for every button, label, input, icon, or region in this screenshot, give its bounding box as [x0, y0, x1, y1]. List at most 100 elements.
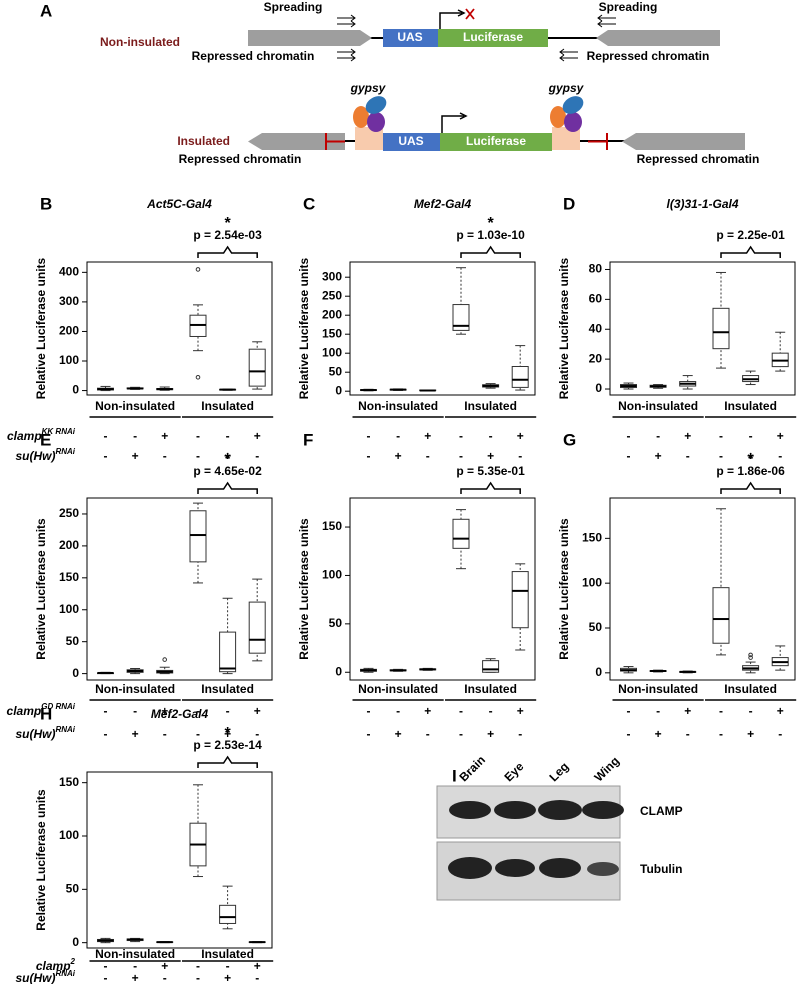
condition-sign: -	[749, 704, 753, 718]
chart-title: l(3)31-1-Gal4	[666, 197, 738, 211]
condition-label: su(Hw)RNAi	[15, 447, 75, 463]
plot-frame	[86, 771, 273, 949]
chart: E Relative Luciferase units 0 50 100 150 200 25…	[7, 430, 274, 741]
group-label: Insulated	[464, 399, 517, 413]
protein-complex	[353, 96, 584, 132]
row-label: Non-insulated	[100, 35, 180, 49]
significance-star: *	[224, 215, 231, 232]
condition-sign: +	[132, 727, 139, 741]
condition-label: su(Hw)RNAi	[15, 969, 75, 984]
condition-sign: -	[459, 449, 463, 463]
condition-sign: -	[104, 449, 108, 463]
condition-name: clamp	[36, 959, 71, 973]
condition-name: su(Hw)	[15, 971, 55, 984]
condition-sign: +	[684, 429, 691, 443]
lane-label: Wing	[591, 754, 622, 785]
bands	[448, 800, 624, 879]
condition-sign: -	[426, 727, 430, 741]
y-tick-label: 150	[59, 570, 79, 584]
condition-sign: +	[132, 971, 139, 984]
panel-label: F	[303, 430, 313, 449]
y-tick-label: 60	[589, 292, 603, 306]
condition-sign: +	[747, 449, 754, 463]
group-label: Insulated	[201, 682, 254, 696]
condition-sign: -	[163, 971, 167, 984]
box	[452, 518, 470, 549]
promoter-arrow	[441, 115, 464, 133]
gypsy-label: gypsy	[548, 81, 585, 95]
box	[511, 571, 529, 629]
chart: B Act5C-Gal4 Relative Luciferase units 0 100…	[7, 194, 274, 463]
chart-title: Act5C-Gal4	[146, 197, 212, 211]
plot-frame	[349, 497, 536, 681]
condition-sign: -	[104, 959, 108, 973]
condition-sign: -	[489, 704, 493, 718]
condition-sign: -	[627, 727, 631, 741]
condition-sign: -	[226, 704, 230, 718]
chart-title: Mef2-Gal4	[151, 707, 209, 721]
uas-label: UAS	[398, 134, 423, 148]
group-label: Non-insulated	[358, 682, 438, 696]
panel-label: D	[563, 194, 575, 213]
condition-sign: -	[104, 727, 108, 741]
y-tick-label: 0	[335, 383, 342, 397]
outlier	[748, 655, 753, 660]
y-tick-label: 250	[59, 506, 79, 520]
p-value: p = 1.86e-06	[716, 464, 785, 478]
condition-sup: KK RNAi	[42, 427, 76, 436]
lane-label: Eye	[501, 759, 526, 784]
group-label: Non-insulated	[95, 399, 175, 413]
brace	[197, 245, 258, 258]
condition-sign: -	[367, 449, 371, 463]
condition-sign: -	[104, 704, 108, 718]
y-tick-label: 150	[59, 775, 79, 789]
panel-label: E	[40, 430, 51, 449]
y-tick-label: 150	[582, 531, 602, 545]
box	[712, 307, 730, 350]
condition-sign: +	[254, 959, 261, 973]
chromatin-left	[248, 30, 372, 46]
panel-label: C	[303, 194, 315, 213]
repressed-label: Repressed chromatin	[637, 152, 760, 166]
box	[248, 348, 266, 387]
brace	[460, 481, 521, 494]
condition-sign: +	[777, 704, 784, 718]
box	[189, 510, 207, 563]
condition-name: su(Hw)	[15, 727, 55, 741]
spread-arrows	[597, 14, 616, 28]
outlier	[748, 652, 753, 658]
y-tick-label: 100	[59, 828, 79, 842]
condition-sign: -	[459, 429, 463, 443]
repressed-label: Repressed chromatin	[587, 49, 710, 63]
condition-sign: +	[132, 449, 139, 463]
uas-box	[383, 29, 438, 47]
brace	[720, 245, 781, 258]
condition-sign: +	[517, 704, 524, 718]
condition-label: clampKK RNAi	[7, 427, 76, 443]
box	[482, 660, 500, 673]
condition-sign: -	[133, 429, 137, 443]
y-tick-label: 200	[59, 324, 79, 338]
y-tick-label: 80	[589, 262, 603, 276]
y-tick-label: 250	[322, 288, 342, 302]
y-tick-label: 50	[329, 364, 343, 378]
condition-sign: +	[224, 727, 231, 741]
band-label: CLAMP	[640, 804, 683, 818]
condition-sign: -	[719, 429, 723, 443]
brace	[197, 755, 258, 768]
condition-sign: +	[487, 727, 494, 741]
condition-sign: +	[684, 704, 691, 718]
condition-sign: -	[778, 449, 782, 463]
brace	[720, 481, 781, 494]
chromatin-left	[248, 133, 345, 150]
condition-name: clamp	[7, 704, 42, 718]
y-axis-label: Relative Luciferase units	[34, 518, 48, 660]
p-value: p = 2.53e-14	[193, 738, 262, 752]
significance-star: *	[487, 215, 494, 232]
box	[219, 631, 237, 673]
condition-sign: -	[367, 704, 371, 718]
condition-sign: -	[196, 704, 200, 718]
y-tick-label: 400	[59, 265, 79, 279]
group-label: Insulated	[464, 682, 517, 696]
condition-sign: -	[518, 727, 522, 741]
